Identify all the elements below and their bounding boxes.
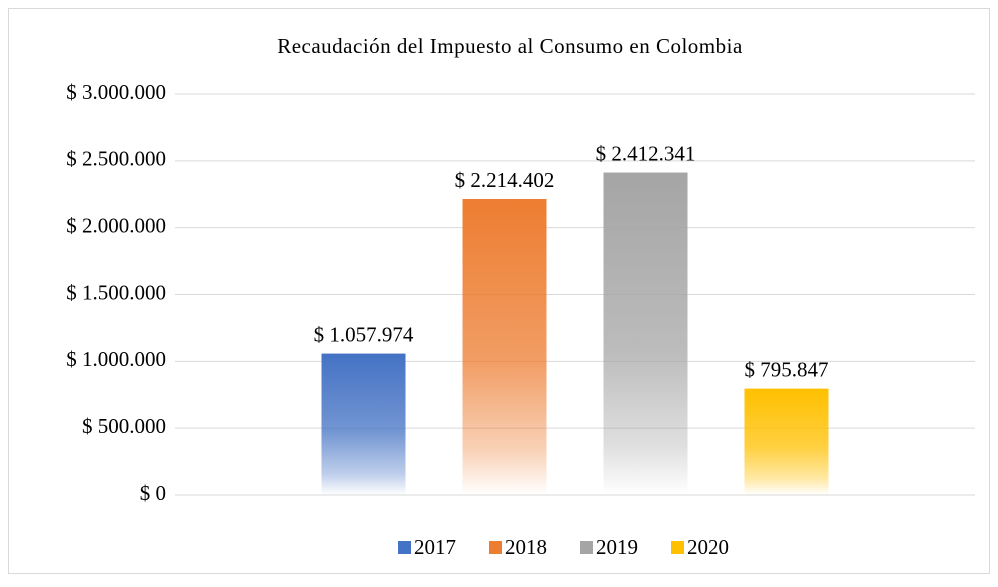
y-tick-label: $ 500.000 <box>82 414 166 438</box>
value-label: $ 2.214.402 <box>455 168 555 192</box>
value-label: $ 1.057.974 <box>314 322 414 346</box>
y-tick-label: $ 2.500.000 <box>66 147 166 171</box>
y-tick-label: $ 3.000.000 <box>66 80 166 104</box>
legend-swatch <box>580 541 593 554</box>
legend-label: 2018 <box>505 535 547 559</box>
bar <box>321 353 406 495</box>
y-tick-label: $ 0 <box>140 481 166 505</box>
bar <box>744 388 829 495</box>
legend-swatch <box>489 541 502 554</box>
legend-label: 2019 <box>596 535 638 559</box>
bar <box>603 172 688 495</box>
y-tick-label: $ 2.000.000 <box>66 213 166 237</box>
chart-title: Recaudación del Impuesto al Consumo en C… <box>277 34 743 58</box>
y-tick-label: $ 1.000.000 <box>66 347 166 371</box>
legend-label: 2017 <box>414 535 456 559</box>
value-label: $ 795.847 <box>745 357 829 381</box>
bar <box>462 199 547 495</box>
legend-swatch <box>671 541 684 554</box>
value-label: $ 2.412.341 <box>596 141 696 165</box>
legend-swatch <box>398 541 411 554</box>
y-tick-label: $ 1.500.000 <box>66 280 166 304</box>
legend-label: 2020 <box>687 535 729 559</box>
